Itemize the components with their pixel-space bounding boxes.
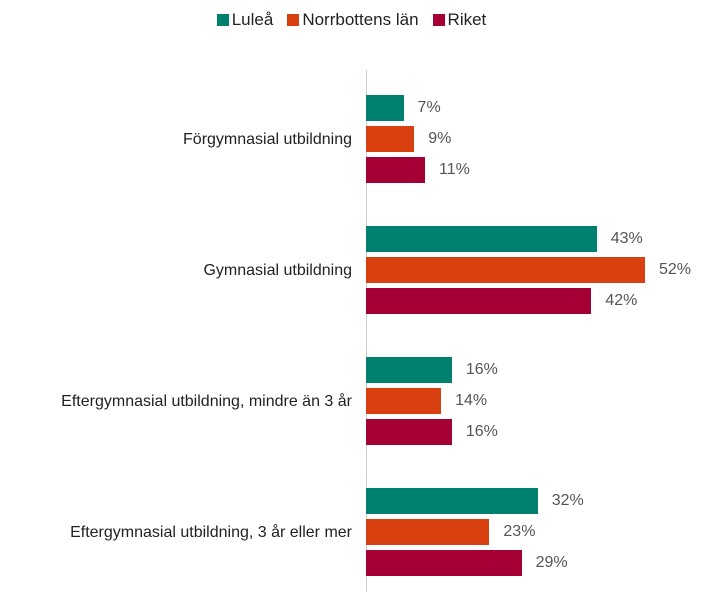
value-label: 42% <box>605 292 638 309</box>
value-label: 7% <box>417 99 441 116</box>
bar <box>366 519 490 545</box>
value-label: 9% <box>428 130 452 147</box>
legend-swatch <box>287 14 300 26</box>
category-label-box: Gymnasial utbildning <box>203 226 352 316</box>
bar <box>366 257 645 283</box>
legend-swatch <box>432 14 445 26</box>
bar <box>366 95 404 121</box>
category-label: Eftergymnasial utbildning, 3 år eller me… <box>70 524 352 541</box>
value-label: 16% <box>465 423 498 440</box>
legend-label: Norrbottens län <box>302 10 419 29</box>
category-label: Gymnasial utbildning <box>203 262 352 279</box>
value-label: 43% <box>610 230 643 247</box>
legend-item: Luleå <box>216 10 274 30</box>
value-label: 16% <box>465 361 498 378</box>
category-label: Eftergymnasial utbildning, mindre än 3 å… <box>61 393 352 410</box>
value-label: 11% <box>439 161 470 178</box>
value-label: 14% <box>455 392 488 409</box>
legend-item: Norrbottens län <box>287 10 419 30</box>
value-label: 23% <box>503 523 536 540</box>
category-label-box: Eftergymnasial utbildning, 3 år eller me… <box>70 488 352 578</box>
legend-label: Luleå <box>231 10 274 29</box>
bar <box>366 419 452 445</box>
bar <box>366 157 426 183</box>
bar <box>366 388 442 414</box>
bar <box>366 288 592 314</box>
category-label-box: Eftergymnasial utbildning, mindre än 3 å… <box>61 357 352 447</box>
axis-line <box>366 70 367 592</box>
bar <box>366 488 538 514</box>
legend-item: Riket <box>432 10 487 30</box>
bar <box>366 126 415 152</box>
bar <box>366 357 452 383</box>
legend: Luleå Norrbottens län Riket <box>0 10 703 30</box>
legend-swatch <box>216 14 229 26</box>
category-label: Förgymnasial utbildning <box>183 131 352 148</box>
value-label: 29% <box>535 554 568 571</box>
category-label-box: Förgymnasial utbildning <box>183 95 352 185</box>
value-label: 52% <box>659 261 692 278</box>
legend-label: Riket <box>447 10 487 29</box>
value-label: 32% <box>551 492 584 509</box>
bar <box>366 550 522 576</box>
bar <box>366 226 597 252</box>
